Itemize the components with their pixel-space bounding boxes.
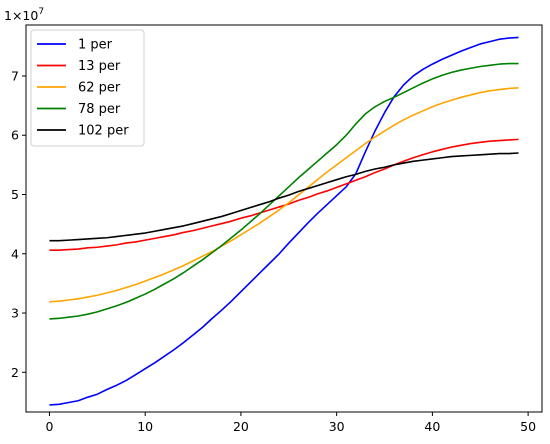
legend-label-4: 78 per xyxy=(78,102,121,117)
x-tick-label: 10 xyxy=(137,419,153,434)
y-axis-offset-label: 1×107 xyxy=(4,7,44,23)
y-tick-label: 2 xyxy=(11,365,19,380)
y-tick-label: 4 xyxy=(11,246,19,261)
legend-label-2: 13 per xyxy=(78,59,121,74)
legend-label-5: 102 per xyxy=(78,124,129,139)
x-tick-label: 50 xyxy=(520,419,536,434)
legend-label-3: 62 per xyxy=(78,81,121,96)
x-tick-label: 30 xyxy=(329,419,345,434)
legend-label-1: 1 per xyxy=(78,38,113,53)
series-line-2 xyxy=(49,139,518,250)
y-tick-label: 5 xyxy=(11,187,19,202)
x-tick-label: 20 xyxy=(233,419,249,434)
series-line-5 xyxy=(49,153,518,241)
y-axis-offset-exponent: 7 xyxy=(38,7,44,17)
y-tick-label: 3 xyxy=(11,306,19,321)
y-tick-label: 7 xyxy=(11,68,19,83)
y-tick-label: 6 xyxy=(11,128,19,143)
x-tick-label: 40 xyxy=(424,419,440,434)
x-tick-label: 0 xyxy=(45,419,53,434)
legend: 1 per 13 per 62 per 78 per 102 per xyxy=(31,30,144,146)
y-axis-offset-base: 1×10 xyxy=(4,8,38,23)
